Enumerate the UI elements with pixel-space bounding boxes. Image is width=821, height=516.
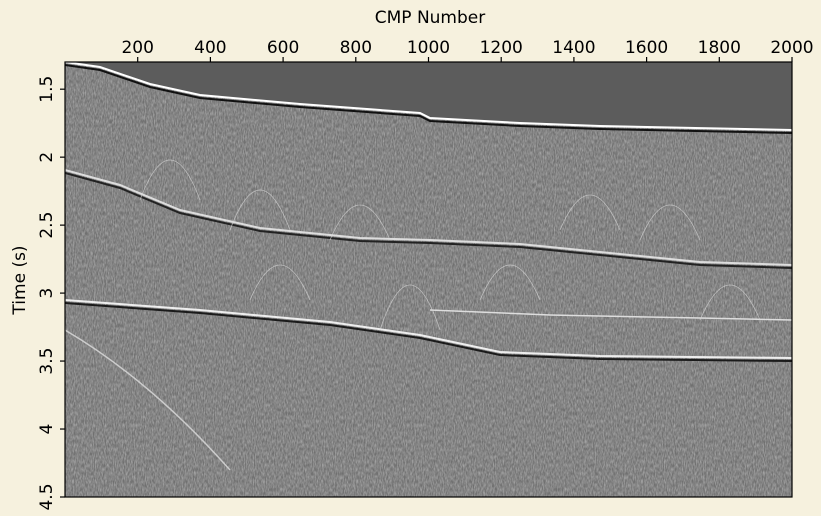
seismic-image — [65, 62, 792, 497]
y-tick-label: 2.5 — [37, 212, 57, 239]
chart: CMP Number Time (s) 200 400 600 800 1000 1200… — [0, 0, 821, 516]
x-tick-label: 1400 — [552, 38, 595, 58]
x-tick-label: 800 — [340, 38, 372, 58]
x-tick-label: 200 — [121, 38, 153, 58]
y-tick-label: 1.5 — [37, 76, 57, 103]
x-tick-label: 600 — [267, 38, 299, 58]
x-axis-label: CMP Number — [375, 8, 485, 28]
y-tick-label: 3.5 — [37, 348, 57, 375]
x-tick-label: 1800 — [698, 38, 741, 58]
y-tick-label: 3 — [37, 288, 57, 299]
y-tick-label: 4 — [37, 424, 57, 435]
x-tick-label: 1000 — [407, 38, 450, 58]
x-tick-label: 400 — [194, 38, 226, 58]
y-tick-label: 4.5 — [37, 483, 57, 510]
x-tick-label: 1600 — [625, 38, 668, 58]
y-tick-label: 2 — [37, 152, 57, 163]
x-tick-label: 2000 — [770, 38, 813, 58]
x-tick-label: 1200 — [480, 38, 523, 58]
y-axis-label: Time (s) — [10, 245, 30, 315]
